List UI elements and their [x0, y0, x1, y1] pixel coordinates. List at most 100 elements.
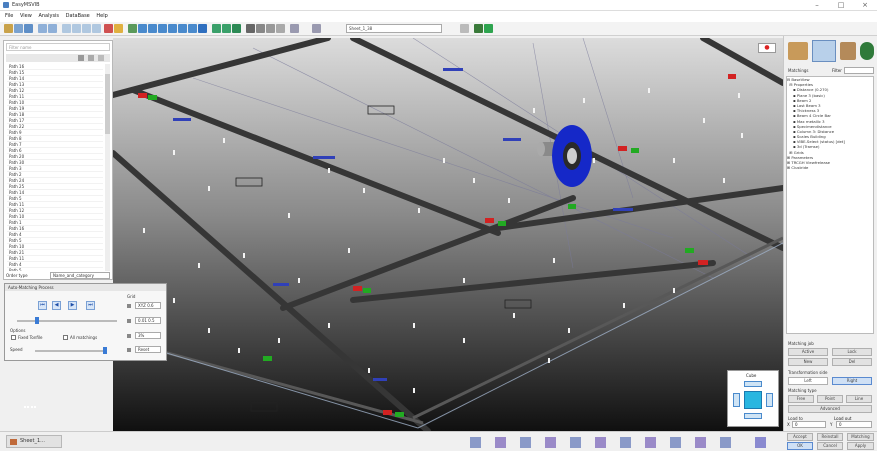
- list-item[interactable]: Path 11: [7, 202, 103, 208]
- list-item[interactable]: Path 11: [7, 256, 103, 262]
- 3d-scene[interactable]: [113, 38, 783, 431]
- align-icon-4[interactable]: [545, 437, 556, 448]
- list-item[interactable]: Path 11: [7, 94, 103, 100]
- align-icon-3[interactable]: [520, 437, 531, 448]
- list-item[interactable]: Path 14: [7, 76, 103, 82]
- grid-radio-2[interactable]: [127, 319, 131, 323]
- save-icon[interactable]: [24, 24, 33, 33]
- x-input[interactable]: 0: [792, 421, 826, 428]
- undo-icon[interactable]: [38, 24, 47, 33]
- layer-icon[interactable]: [212, 24, 221, 33]
- list-scroll-thumb[interactable]: [105, 74, 110, 134]
- ok-button[interactable]: OK: [787, 442, 813, 450]
- matching-tree[interactable]: ⊟ BaseView ⊟ Properties ▪ Distance (0.27…: [786, 76, 874, 334]
- reinstall-button[interactable]: Reinstall: [817, 433, 843, 441]
- list-remove-icon[interactable]: [98, 55, 104, 61]
- tree-tool-icon[interactable]: [860, 42, 874, 60]
- list-item[interactable]: Path 1: [7, 220, 103, 226]
- advanced-button[interactable]: Advanced: [788, 405, 872, 413]
- new-file-icon[interactable]: [4, 24, 13, 33]
- match-tool-icon[interactable]: [812, 40, 836, 62]
- list-item[interactable]: Path 10: [7, 100, 103, 106]
- redo-icon[interactable]: [48, 24, 57, 33]
- sheet-tab[interactable]: Sheet_1...: [6, 435, 62, 448]
- list-item[interactable]: Path 5: [7, 196, 103, 202]
- list-add-icon[interactable]: [88, 55, 94, 61]
- forward-arrow-icon[interactable]: [312, 24, 321, 33]
- list-item[interactable]: Path 16: [7, 64, 103, 70]
- list-item[interactable]: Path 15: [7, 70, 103, 76]
- close-button[interactable]: ×: [862, 1, 868, 9]
- left-side-button[interactable]: Left: [788, 377, 828, 385]
- light-icon[interactable]: [114, 24, 123, 33]
- tree-node[interactable]: ▪ Thickness 3: [787, 108, 820, 114]
- list-item[interactable]: Path 22: [7, 124, 103, 130]
- list-item[interactable]: Path 3: [7, 166, 103, 172]
- job-new-button[interactable]: New: [788, 358, 828, 366]
- prev-step-button[interactable]: ◀: [52, 301, 61, 310]
- view-cube-widget[interactable]: Cube: [727, 370, 779, 427]
- list-item[interactable]: Path 30: [7, 160, 103, 166]
- speed-slider[interactable]: [35, 350, 107, 352]
- type-line-button[interactable]: Line: [846, 395, 872, 403]
- grid-percent-button[interactable]: 3%: [135, 332, 161, 339]
- grid-xyz-button[interactable]: XYZ 0.6: [135, 302, 161, 309]
- cube-left-face[interactable]: [733, 393, 740, 407]
- align-icon-7[interactable]: [620, 437, 631, 448]
- list-item[interactable]: Path 21: [7, 250, 103, 256]
- open-file-icon[interactable]: [14, 24, 23, 33]
- speed-slider-handle[interactable]: [103, 347, 107, 354]
- menu-file[interactable]: File: [5, 13, 14, 19]
- delete-icon[interactable]: [104, 24, 113, 33]
- settings-icon[interactable]: [460, 24, 469, 33]
- cube-top-face[interactable]: [744, 381, 762, 387]
- type-free-button[interactable]: Free: [788, 395, 814, 403]
- type-point-button[interactable]: Point: [817, 395, 843, 403]
- user-icon[interactable]: [474, 24, 483, 33]
- play-button[interactable]: ▶: [68, 301, 77, 310]
- maximize-button[interactable]: □: [837, 1, 845, 9]
- align-icon-5[interactable]: [570, 437, 581, 448]
- menu-analysis[interactable]: Analysis: [38, 13, 60, 19]
- align-icon-12[interactable]: [755, 437, 766, 448]
- list-item[interactable]: Path 18: [7, 112, 103, 118]
- list-item[interactable]: Path 5: [7, 238, 103, 244]
- tree-node[interactable]: ▪ Column 3: Distance: [787, 128, 835, 134]
- menu-help[interactable]: Help: [96, 13, 108, 19]
- grid-radio-3[interactable]: [127, 334, 131, 338]
- list-item[interactable]: Path 16: [7, 226, 103, 232]
- all-matchings-checkbox[interactable]: [63, 335, 68, 340]
- progress-slider-handle[interactable]: [35, 317, 39, 324]
- fixed-tonfile-checkbox[interactable]: [11, 335, 16, 340]
- align-icon-2[interactable]: [495, 437, 506, 448]
- accept-button[interactable]: Accept: [787, 433, 813, 441]
- y-input[interactable]: 0: [836, 421, 872, 428]
- 3d-viewport[interactable]: ●: [113, 38, 783, 431]
- tree-node[interactable]: ▪ Beam 2: [787, 97, 812, 103]
- tree-node[interactable]: ⊞ Grids: [787, 149, 804, 155]
- zoom-window-icon[interactable]: [92, 24, 101, 33]
- tree-node[interactable]: ▪ Last Beam 3: [787, 102, 821, 108]
- list-item[interactable]: Path 4: [7, 232, 103, 238]
- align-icon-10[interactable]: [695, 437, 706, 448]
- grid-radio-4[interactable]: [127, 348, 131, 352]
- list-item[interactable]: Path 8: [7, 136, 103, 142]
- back-arrow-icon[interactable]: [290, 24, 299, 33]
- list-item[interactable]: Path 19: [7, 106, 103, 112]
- last-step-button[interactable]: ⏭: [86, 301, 95, 310]
- matching-button[interactable]: Matching: [847, 433, 874, 441]
- list-item[interactable]: Path 12: [7, 88, 103, 94]
- list-item[interactable]: Path 4: [7, 262, 103, 268]
- zoom-in-icon[interactable]: [62, 24, 71, 33]
- tree-node[interactable]: ⊞ Parameters: [787, 154, 814, 160]
- grid-radio-1[interactable]: [127, 304, 131, 308]
- first-step-button[interactable]: ⏮: [38, 301, 47, 310]
- point-icon[interactable]: [276, 24, 285, 33]
- list-item[interactable]: Path 7: [7, 142, 103, 148]
- progress-slider[interactable]: [17, 320, 117, 322]
- list-item[interactable]: Path 13: [7, 82, 103, 88]
- tree-node[interactable]: ▪ Distance (0.270): [787, 87, 829, 93]
- tree-node[interactable]: ▪ 3d (Tramse): [787, 144, 820, 150]
- tree-node[interactable]: ▪ Beam 4 Circle Bar: [787, 113, 831, 119]
- list-item[interactable]: Path 6: [7, 148, 103, 154]
